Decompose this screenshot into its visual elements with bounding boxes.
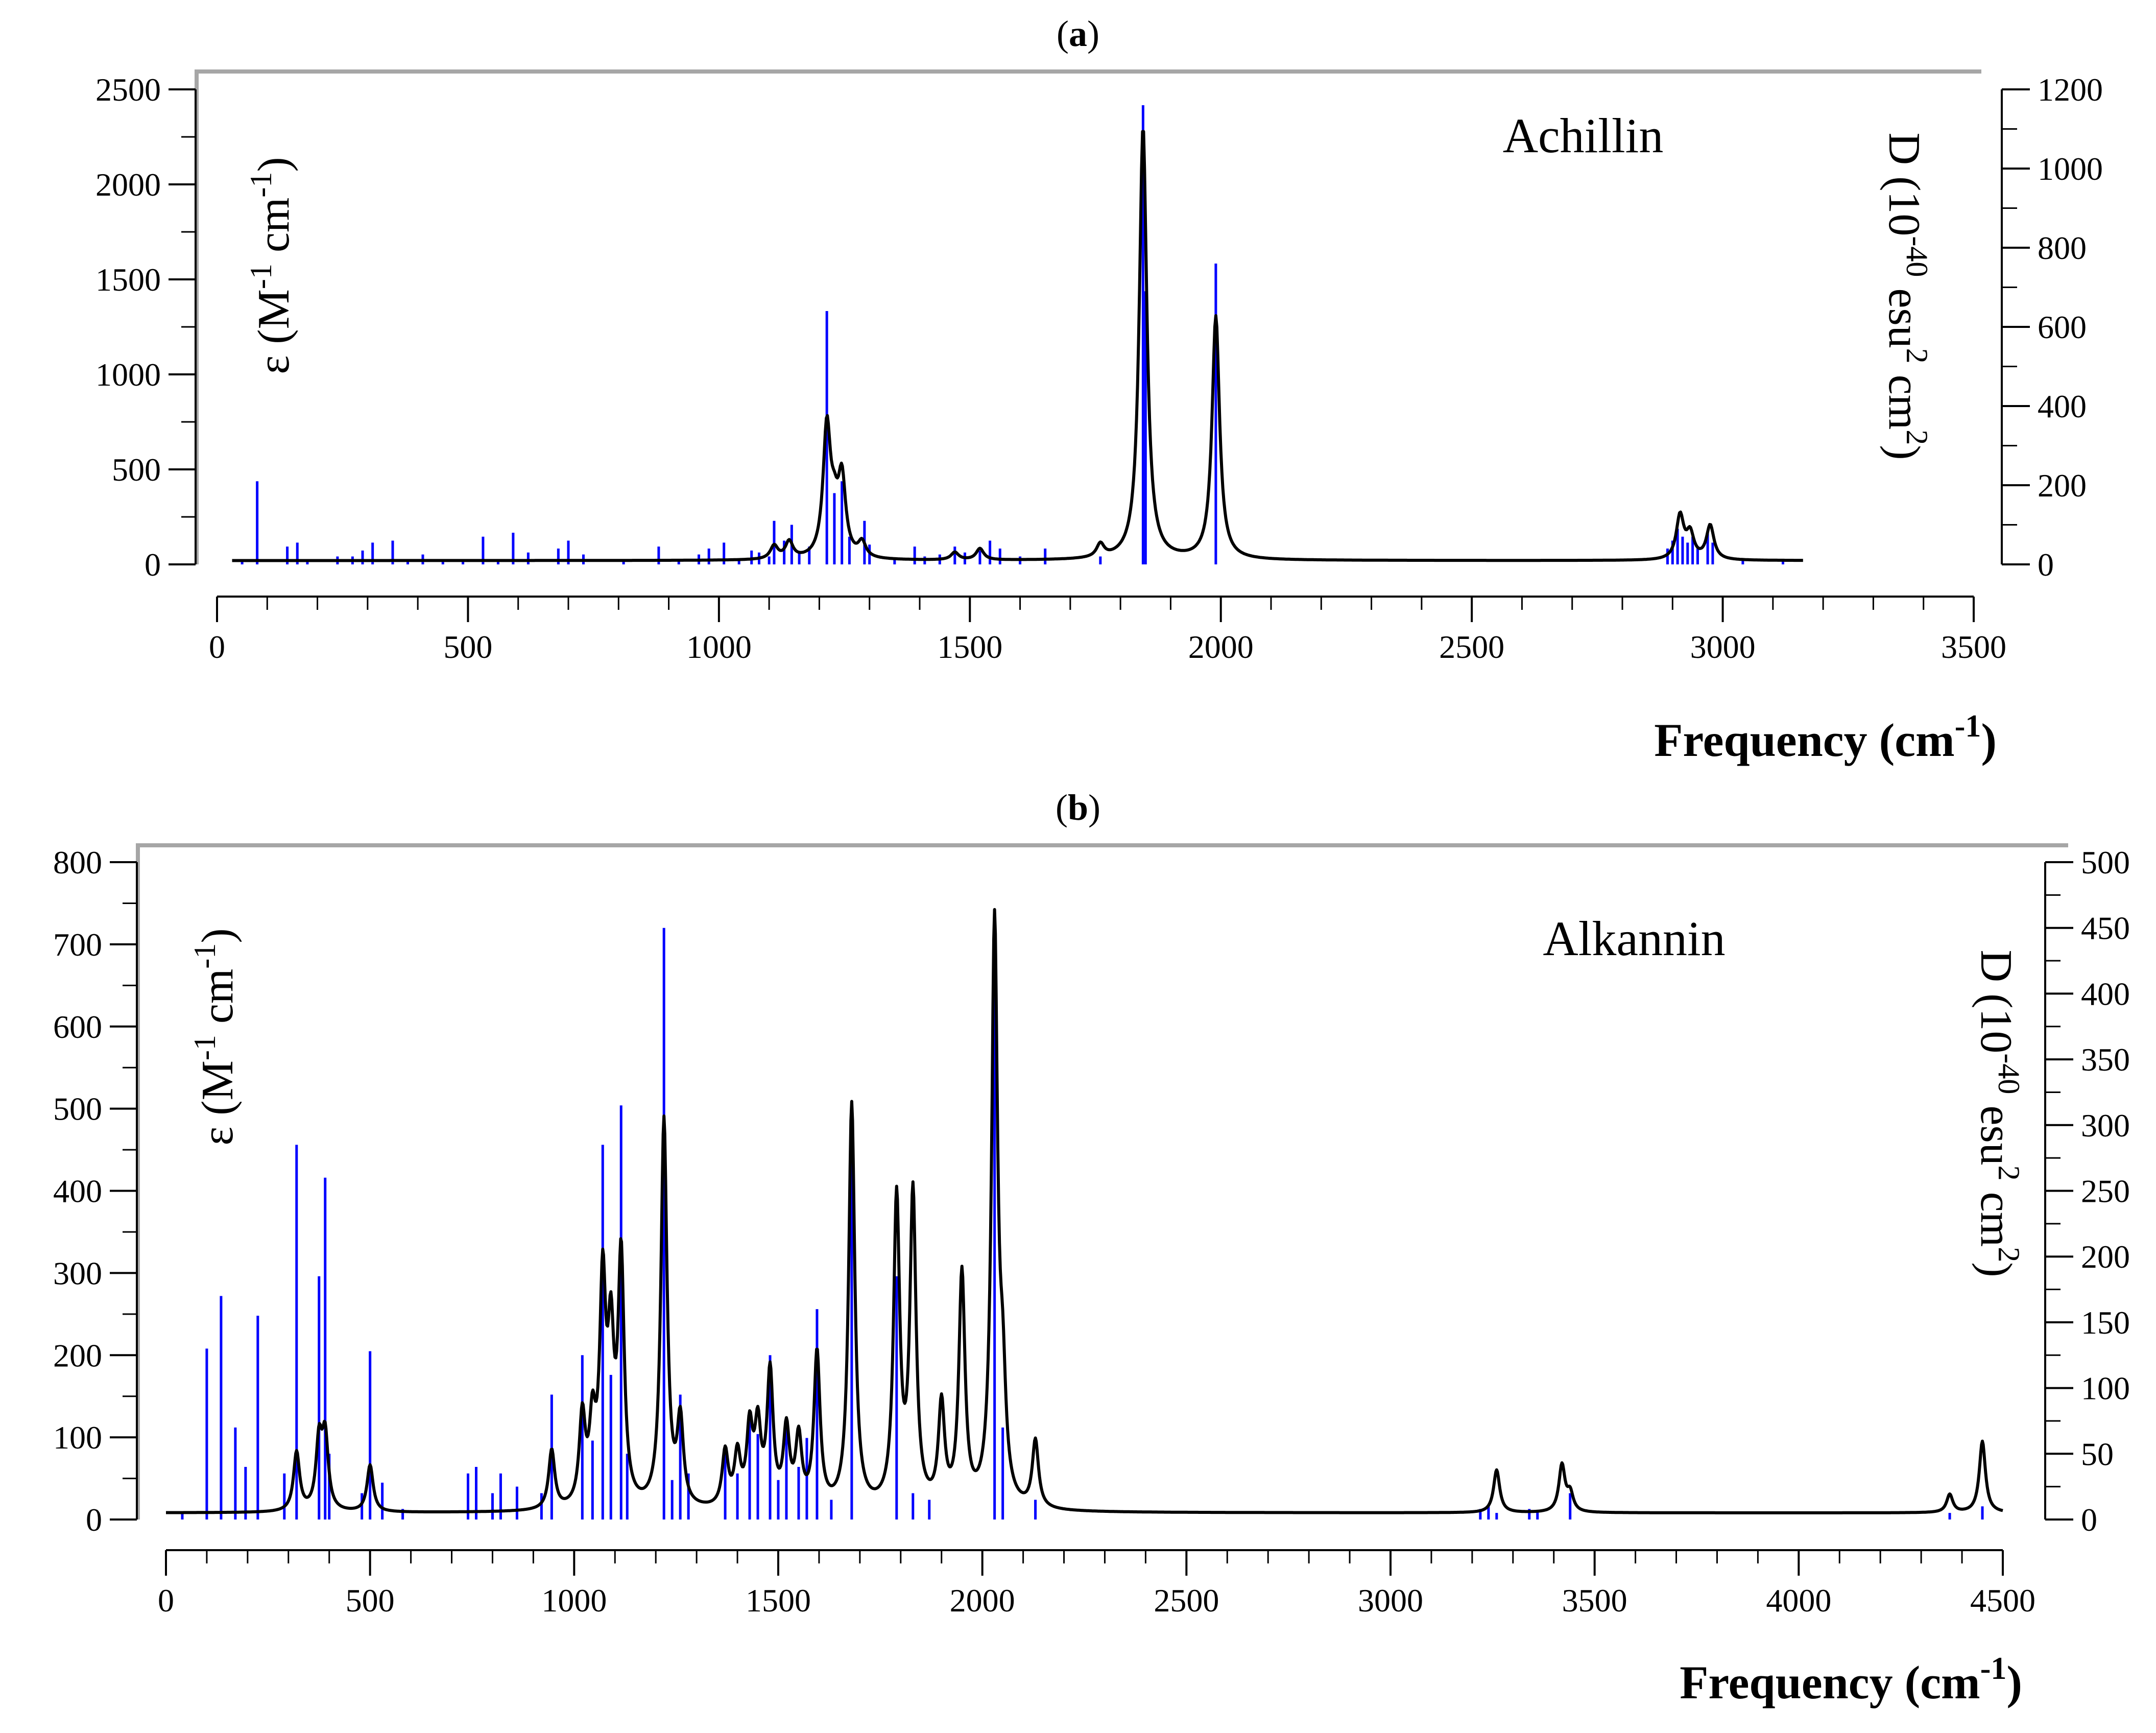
- right-tick-label-b: 500: [2081, 844, 2130, 881]
- compound-name-a: Achillin: [1503, 108, 1664, 163]
- left-tick-label-b: 700: [53, 927, 102, 963]
- x-tick-label-a: 0: [209, 629, 225, 665]
- right-tick-label-b: 400: [2081, 976, 2130, 1012]
- x-tick-label-b: 2500: [1154, 1582, 1219, 1619]
- left-axis-title-b: ε (M-1 cm-1): [188, 928, 243, 1145]
- left-tick-label-a: 1500: [95, 262, 161, 298]
- left-tick-label-a: 0: [145, 547, 161, 583]
- right-tick-label-a: 800: [2038, 230, 2087, 266]
- x-tick-label-a: 2500: [1439, 629, 1504, 665]
- left-tick-label-b: 500: [53, 1091, 102, 1127]
- right-tick-label-b: 200: [2081, 1239, 2130, 1275]
- right-tick-label-a: 0: [2038, 547, 2054, 583]
- x-tick-label-a: 1500: [937, 629, 1002, 665]
- panel-a: (a) Achillin ε (M-1 cm-1) D (10-40 esu2 …: [95, 13, 2103, 766]
- x-tick-label-b: 3500: [1562, 1582, 1627, 1619]
- compound-name-b: Alkannin: [1543, 911, 1725, 966]
- right-tick-label-b: 150: [2081, 1304, 2130, 1341]
- left-tick-label-b: 200: [53, 1337, 102, 1373]
- right-tick-label-b: 50: [2081, 1436, 2114, 1472]
- left-tick-label-b: 100: [53, 1419, 102, 1456]
- right-tick-label-a: 200: [2038, 467, 2087, 504]
- left-tick-label-b: 400: [53, 1173, 102, 1209]
- x-tick-label-b: 1000: [541, 1582, 607, 1619]
- x-tick-label-a: 3500: [1941, 629, 2006, 665]
- right-tick-label-a: 1000: [2038, 151, 2103, 187]
- left-tick-label-b: 300: [53, 1255, 102, 1291]
- left-tick-label-b: 800: [53, 844, 102, 881]
- right-tick-label-b: 350: [2081, 1041, 2130, 1078]
- x-tick-label-b: 2000: [950, 1582, 1015, 1619]
- frame-a: [195, 69, 1981, 564]
- left-tick-label-a: 500: [112, 452, 161, 488]
- frame-b: [136, 843, 2068, 1520]
- x-tick-label-b: 500: [346, 1582, 395, 1619]
- right-tick-label-a: 1200: [2038, 72, 2103, 108]
- panel-b-label: (b): [1056, 787, 1100, 828]
- x-axis-title-a: Frequency (cm-1): [1654, 709, 1997, 766]
- x-tick-label-a: 3000: [1690, 629, 1756, 665]
- left-tick-label-a: 2000: [95, 167, 161, 203]
- right-tick-label-b: 100: [2081, 1370, 2130, 1407]
- x-tick-label-b: 4500: [1970, 1582, 2035, 1619]
- left-axis-title-a: ε (M-1 cm-1): [244, 157, 299, 374]
- panel-a-label: (a): [1057, 13, 1099, 54]
- x-tick-label-a: 1000: [686, 629, 752, 665]
- x-tick-label-b: 1500: [746, 1582, 811, 1619]
- x-tick-label-b: 3000: [1358, 1582, 1423, 1619]
- x-tick-label-b: 4000: [1766, 1582, 1831, 1619]
- right-tick-label-b: 450: [2081, 910, 2130, 946]
- right-tick-label-b: 0: [2081, 1502, 2097, 1538]
- x-tick-label-a: 500: [443, 629, 492, 665]
- right-axis-title-a: D (10-40 esu2 cm2): [1879, 133, 1934, 460]
- left-tick-label-b: 0: [86, 1502, 102, 1538]
- x-tick-label-b: 0: [158, 1582, 174, 1619]
- right-tick-label-a: 600: [2038, 309, 2087, 345]
- right-axis-title-b: D (10-40 esu2 cm2): [1971, 950, 2026, 1277]
- right-tick-label-b: 300: [2081, 1107, 2130, 1144]
- right-tick-label-b: 250: [2081, 1173, 2130, 1209]
- left-tick-label-a: 2500: [95, 72, 161, 108]
- panel-b: (b) Alkannin ε (M-1 cm-1) D (10-40 esu2 …: [53, 787, 2130, 1708]
- x-tick-label-a: 2000: [1188, 629, 1254, 665]
- right-tick-label-a: 400: [2038, 388, 2087, 424]
- left-tick-label-b: 600: [53, 1009, 102, 1045]
- spectrum-curve-b: [165, 908, 2004, 1514]
- left-tick-label-a: 1000: [95, 357, 161, 393]
- spectrum-curve-a: [231, 130, 1804, 562]
- x-axis-title-b: Frequency (cm-1): [1680, 1651, 2022, 1708]
